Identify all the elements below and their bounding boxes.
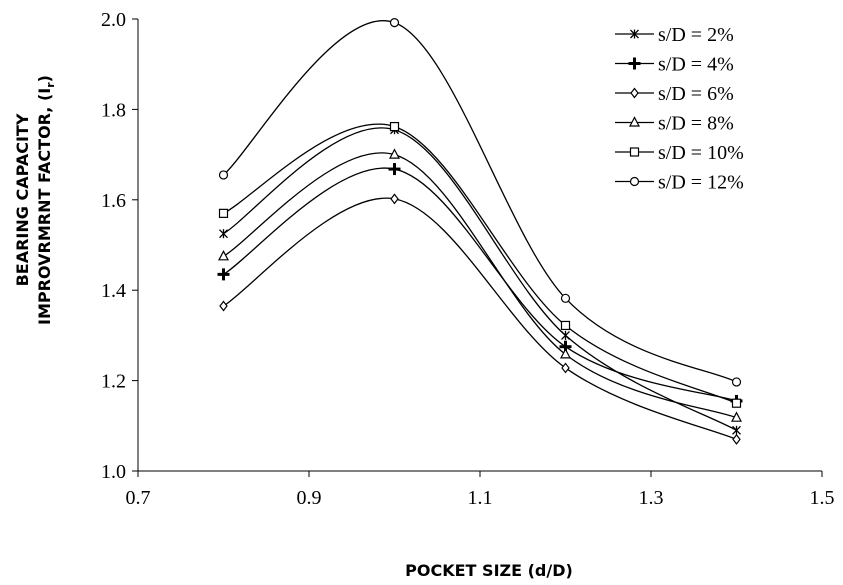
- x-tick-label: 0.9: [297, 487, 322, 509]
- data-point: [218, 250, 229, 261]
- data-point: [219, 229, 228, 239]
- x-tick-label: 0.7: [126, 487, 151, 509]
- series-layer: [217, 18, 743, 445]
- legend-marker: [630, 87, 639, 99]
- legend-label: s/D = 6%: [658, 83, 734, 105]
- data-point: [731, 398, 742, 408]
- legend: s/D = 2% s/D = 4% s/D = 6% s/D = 8% s/D = 10…: [615, 24, 744, 194]
- legend-label: s/D = 4%: [658, 54, 734, 76]
- legend-marker: [629, 116, 640, 127]
- data-point: [561, 330, 570, 340]
- series-5: [218, 121, 742, 408]
- y-axis-title-line1: BEARING CAPACITY: [13, 113, 32, 286]
- series-line: [223, 127, 737, 431]
- y-axis-title-main: IMPROVRMRNT FACTOR, (I: [35, 88, 54, 325]
- data-point: [388, 163, 401, 176]
- data-point: [219, 300, 228, 312]
- legend-label: s/D = 2%: [658, 24, 734, 46]
- data-point: [731, 377, 742, 387]
- series-4: [218, 148, 742, 422]
- series-line: [223, 20, 737, 383]
- series-line: [223, 152, 737, 419]
- legend-marker: [629, 147, 640, 157]
- data-point: [217, 268, 230, 281]
- y-axis-title-line2: IMPROVRMRNT FACTOR, (Ir): [35, 75, 57, 325]
- x-axis-title: POCKET SIZE (d/D): [405, 561, 573, 580]
- y-axis-title: BEARING CAPACITY IMPROVRMRNT FACTOR, (Ir…: [13, 75, 57, 325]
- y-tick-label: 1.8: [101, 99, 126, 121]
- data-point: [390, 193, 399, 205]
- legend-marker: [629, 176, 640, 187]
- data-point: [389, 18, 400, 28]
- data-point: [732, 425, 741, 435]
- data-point: [560, 293, 571, 303]
- legend-entry: s/D = 10%: [615, 142, 744, 164]
- y-tick-label: 2.0: [101, 9, 126, 31]
- x-tick-label: 1.3: [639, 487, 664, 509]
- y-tick-label: 1.2: [101, 371, 126, 393]
- legend-marker: [630, 29, 639, 39]
- x-tick-label: 1.5: [810, 487, 835, 509]
- legend-entry: s/D = 6%: [615, 83, 734, 105]
- series-6: [218, 18, 742, 387]
- data-point: [389, 148, 400, 159]
- series-2: [217, 163, 743, 407]
- series-3: [219, 193, 741, 445]
- series-line: [223, 167, 737, 402]
- legend-label: s/D = 12%: [658, 172, 744, 194]
- data-point: [731, 411, 742, 422]
- y-tick-label: 1.4: [101, 280, 126, 302]
- series-line: [223, 123, 737, 404]
- y-axis-title-close: ): [35, 75, 54, 82]
- data-point: [389, 121, 400, 132]
- x-tick-label: 1.1: [468, 487, 493, 509]
- data-point: [732, 433, 741, 445]
- y-tick-label: 1.0: [101, 461, 126, 483]
- series-line: [223, 197, 737, 440]
- legend-entry: s/D = 4%: [615, 54, 734, 76]
- legend-marker: [628, 57, 641, 70]
- legend-entry: s/D = 12%: [615, 172, 744, 194]
- data-point: [561, 362, 570, 374]
- data-point: [560, 348, 571, 359]
- y-axis-title-subscript: r: [44, 82, 57, 88]
- legend-entry: s/D = 8%: [615, 113, 734, 135]
- data-point: [560, 320, 571, 331]
- data-point: [218, 208, 229, 218]
- plot-area: 1.0 1.2 1.4 1.6 1.8 2.0 0.7 0.9 1.1 1.3 1.5: [101, 9, 835, 509]
- data-point: [218, 170, 229, 180]
- legend-label: s/D = 8%: [658, 113, 734, 135]
- legend-entry: s/D = 2%: [615, 24, 734, 46]
- y-tick-label: 1.6: [101, 190, 126, 212]
- legend-label: s/D = 10%: [658, 142, 744, 164]
